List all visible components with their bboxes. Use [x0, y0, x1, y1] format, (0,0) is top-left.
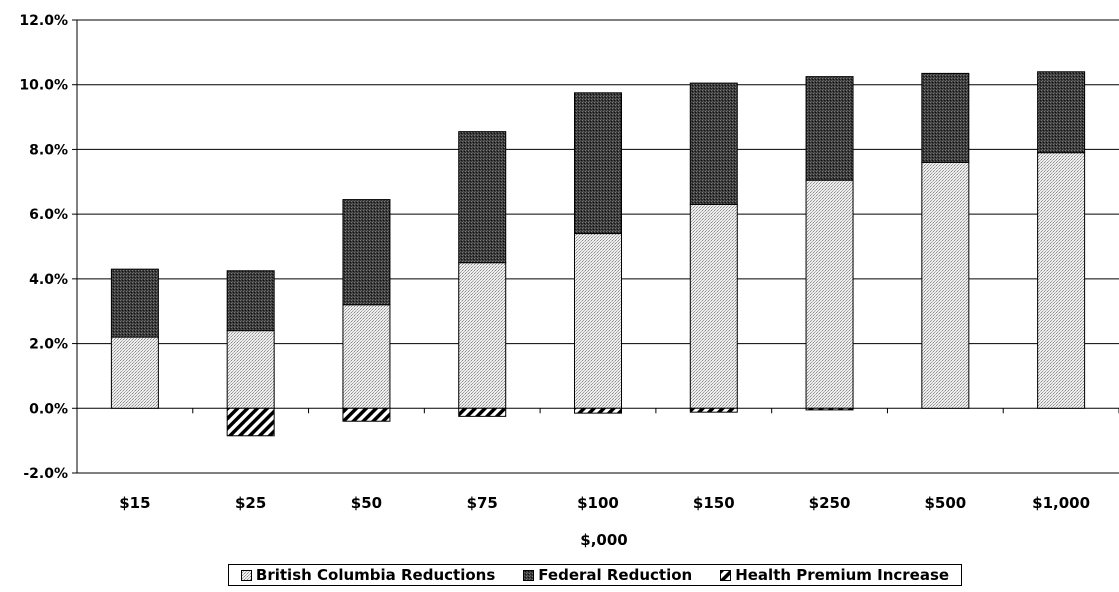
federal-reduction-bar: [689, 82, 738, 205]
bc-reduction-bar: [226, 330, 275, 409]
x-tick-label: $250: [809, 494, 851, 512]
federal-reduction-bar: [921, 72, 970, 163]
x-tick-label: $15: [119, 494, 150, 512]
bc-reduction-bar: [574, 233, 622, 409]
federal-reduction-bar: [226, 270, 275, 332]
health-premium-bar: [458, 407, 507, 417]
x-tick-label: $100: [577, 494, 619, 512]
legend-label-bc: British Columbia Reductions: [255, 566, 496, 584]
x-tick-label: $150: [693, 494, 735, 512]
bc-reduction-bar: [458, 262, 507, 409]
x-tick-label: $500: [924, 494, 966, 512]
bc-reduction-bar: [805, 179, 854, 409]
y-tick-label: 10.0%: [19, 78, 68, 94]
y-tick-label: 8.0%: [29, 142, 68, 158]
health-premium-bar: [226, 407, 275, 437]
legend: British Columbia Reductions Federal Redu…: [228, 564, 962, 586]
federal-reduction-bar: [458, 131, 507, 264]
legend-label-federal: Federal Reduction: [538, 566, 693, 584]
bc-reduction-bar: [342, 304, 391, 409]
x-tick-label: $50: [351, 494, 382, 512]
federal-reduction-bar: [342, 199, 391, 306]
y-tick-label: 12.0%: [19, 13, 68, 29]
federal-reduction-bar: [805, 76, 854, 181]
health-premium-bar: [342, 407, 391, 422]
health-premium-bar: [574, 407, 622, 414]
x-tick-label: $1,000: [1032, 494, 1090, 512]
y-tick-label: -2.0%: [23, 466, 68, 482]
bc-reduction-bar: [689, 203, 738, 409]
legend-item-federal: Federal Reduction: [523, 566, 692, 584]
bc-reduction-bar: [921, 161, 970, 409]
health-premium-bar: [689, 407, 738, 413]
legend-swatch-federal: [523, 569, 535, 581]
federal-reduction-bar: [1037, 71, 1086, 154]
x-tick-label: $75: [467, 494, 498, 512]
x-axis-label: $,000: [580, 531, 627, 549]
federal-reduction-bar: [574, 92, 622, 235]
y-tick-label: 2.0%: [29, 337, 68, 353]
legend-swatch-health: [720, 569, 732, 581]
legend-swatch-bc: [240, 569, 252, 581]
federal-reduction-bar: [110, 268, 159, 338]
bc-reduction-bar: [1037, 152, 1086, 409]
y-tick-label: 4.0%: [29, 272, 68, 288]
y-tick-label: 0.0%: [29, 401, 68, 417]
legend-item-health: Health Premium Increase: [720, 566, 949, 584]
bc-reduction-bar: [110, 336, 159, 409]
legend-item-bc: British Columbia Reductions: [240, 566, 496, 584]
y-tick-label: 6.0%: [29, 207, 68, 223]
legend-label-health: Health Premium Increase: [735, 566, 950, 584]
health-premium-bar: [805, 407, 854, 411]
x-tick-label: $25: [235, 494, 266, 512]
